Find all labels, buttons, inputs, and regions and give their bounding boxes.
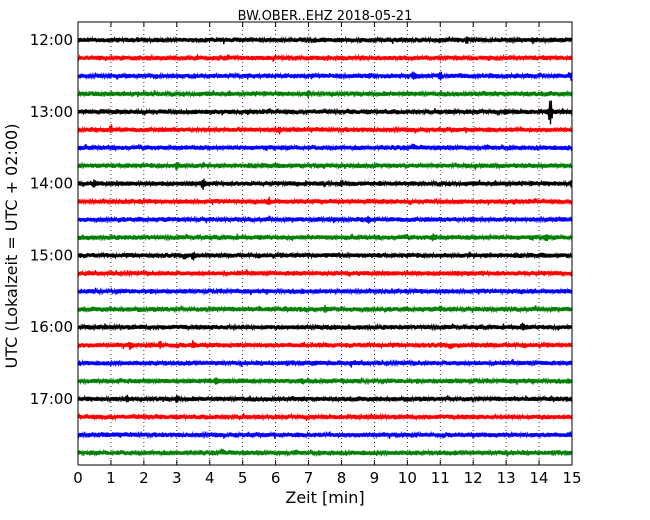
y-tick-label-17:00: 17:00 xyxy=(30,390,73,408)
trace-1745 xyxy=(77,448,573,458)
x-tick-label-14: 14 xyxy=(530,469,549,487)
y-tick-label-15:00: 15:00 xyxy=(30,246,73,264)
x-tick-label-11: 11 xyxy=(431,469,450,487)
x-axis-label: Zeit [min] xyxy=(285,488,364,507)
trace-1615 xyxy=(77,340,573,351)
x-tick-label-12: 12 xyxy=(464,469,483,487)
trace-1630 xyxy=(77,358,573,368)
trace-1430 xyxy=(77,215,573,224)
x-tick-label-3: 3 xyxy=(172,469,182,487)
x-tick-label-6: 6 xyxy=(271,469,281,487)
trace-1245 xyxy=(77,89,573,99)
y-tick-label-13:00: 13:00 xyxy=(30,103,73,121)
seismic-traces xyxy=(77,35,573,458)
x-tick-label-7: 7 xyxy=(304,469,314,487)
x-tick-label-1: 1 xyxy=(106,469,116,487)
trace-1645 xyxy=(77,376,573,386)
x-tick-label-15: 15 xyxy=(562,469,581,487)
x-tick-label-5: 5 xyxy=(238,469,248,487)
x-tick-label-10: 10 xyxy=(398,469,417,487)
x-tick-label-9: 9 xyxy=(370,469,380,487)
x-axis-ticks: 0 1 2 3 4 5 6 7 8 9 10 11 12 13 14 15 xyxy=(73,22,582,487)
y-axis-label: UTC (Lokalzeit = UTC + 02:00) xyxy=(2,124,21,369)
x-tick-label-2: 2 xyxy=(139,469,149,487)
trace-1215 xyxy=(77,53,573,63)
y-tick-label-16:00: 16:00 xyxy=(30,318,73,336)
trace-1200 xyxy=(77,35,573,45)
trace-1445 xyxy=(77,233,573,242)
y-tick-label-14:00: 14:00 xyxy=(30,175,73,193)
trace-1500 xyxy=(77,251,573,261)
y-axis-ticks: 12:00 13:00 14:00 15:00 16:00 17:00 xyxy=(30,31,572,408)
trace-1330 xyxy=(77,143,573,152)
trace-1230 xyxy=(77,71,573,82)
trace-1515 xyxy=(77,269,573,278)
trace-1315 xyxy=(77,124,573,135)
trace-1700 xyxy=(77,394,573,404)
x-tick-label-13: 13 xyxy=(497,469,516,487)
x-tick-label-0: 0 xyxy=(73,469,83,487)
trace-1600 xyxy=(77,322,573,332)
trace-1400 xyxy=(77,178,573,190)
y-tick-label-12:00: 12:00 xyxy=(30,31,73,49)
chart-title: BW.OBER..EHZ 2018-05-21 xyxy=(238,9,413,24)
x-tick-label-8: 8 xyxy=(337,469,347,487)
trace-1415 xyxy=(77,196,573,206)
x-tick-label-4: 4 xyxy=(205,469,215,487)
trace-1545 xyxy=(77,304,573,314)
trace-1530 xyxy=(77,286,573,296)
trace-1345 xyxy=(77,161,573,171)
plot-frame xyxy=(77,21,573,466)
trace-1300 xyxy=(77,100,573,125)
trace-1730 xyxy=(77,430,573,440)
trace-1715 xyxy=(77,412,573,422)
